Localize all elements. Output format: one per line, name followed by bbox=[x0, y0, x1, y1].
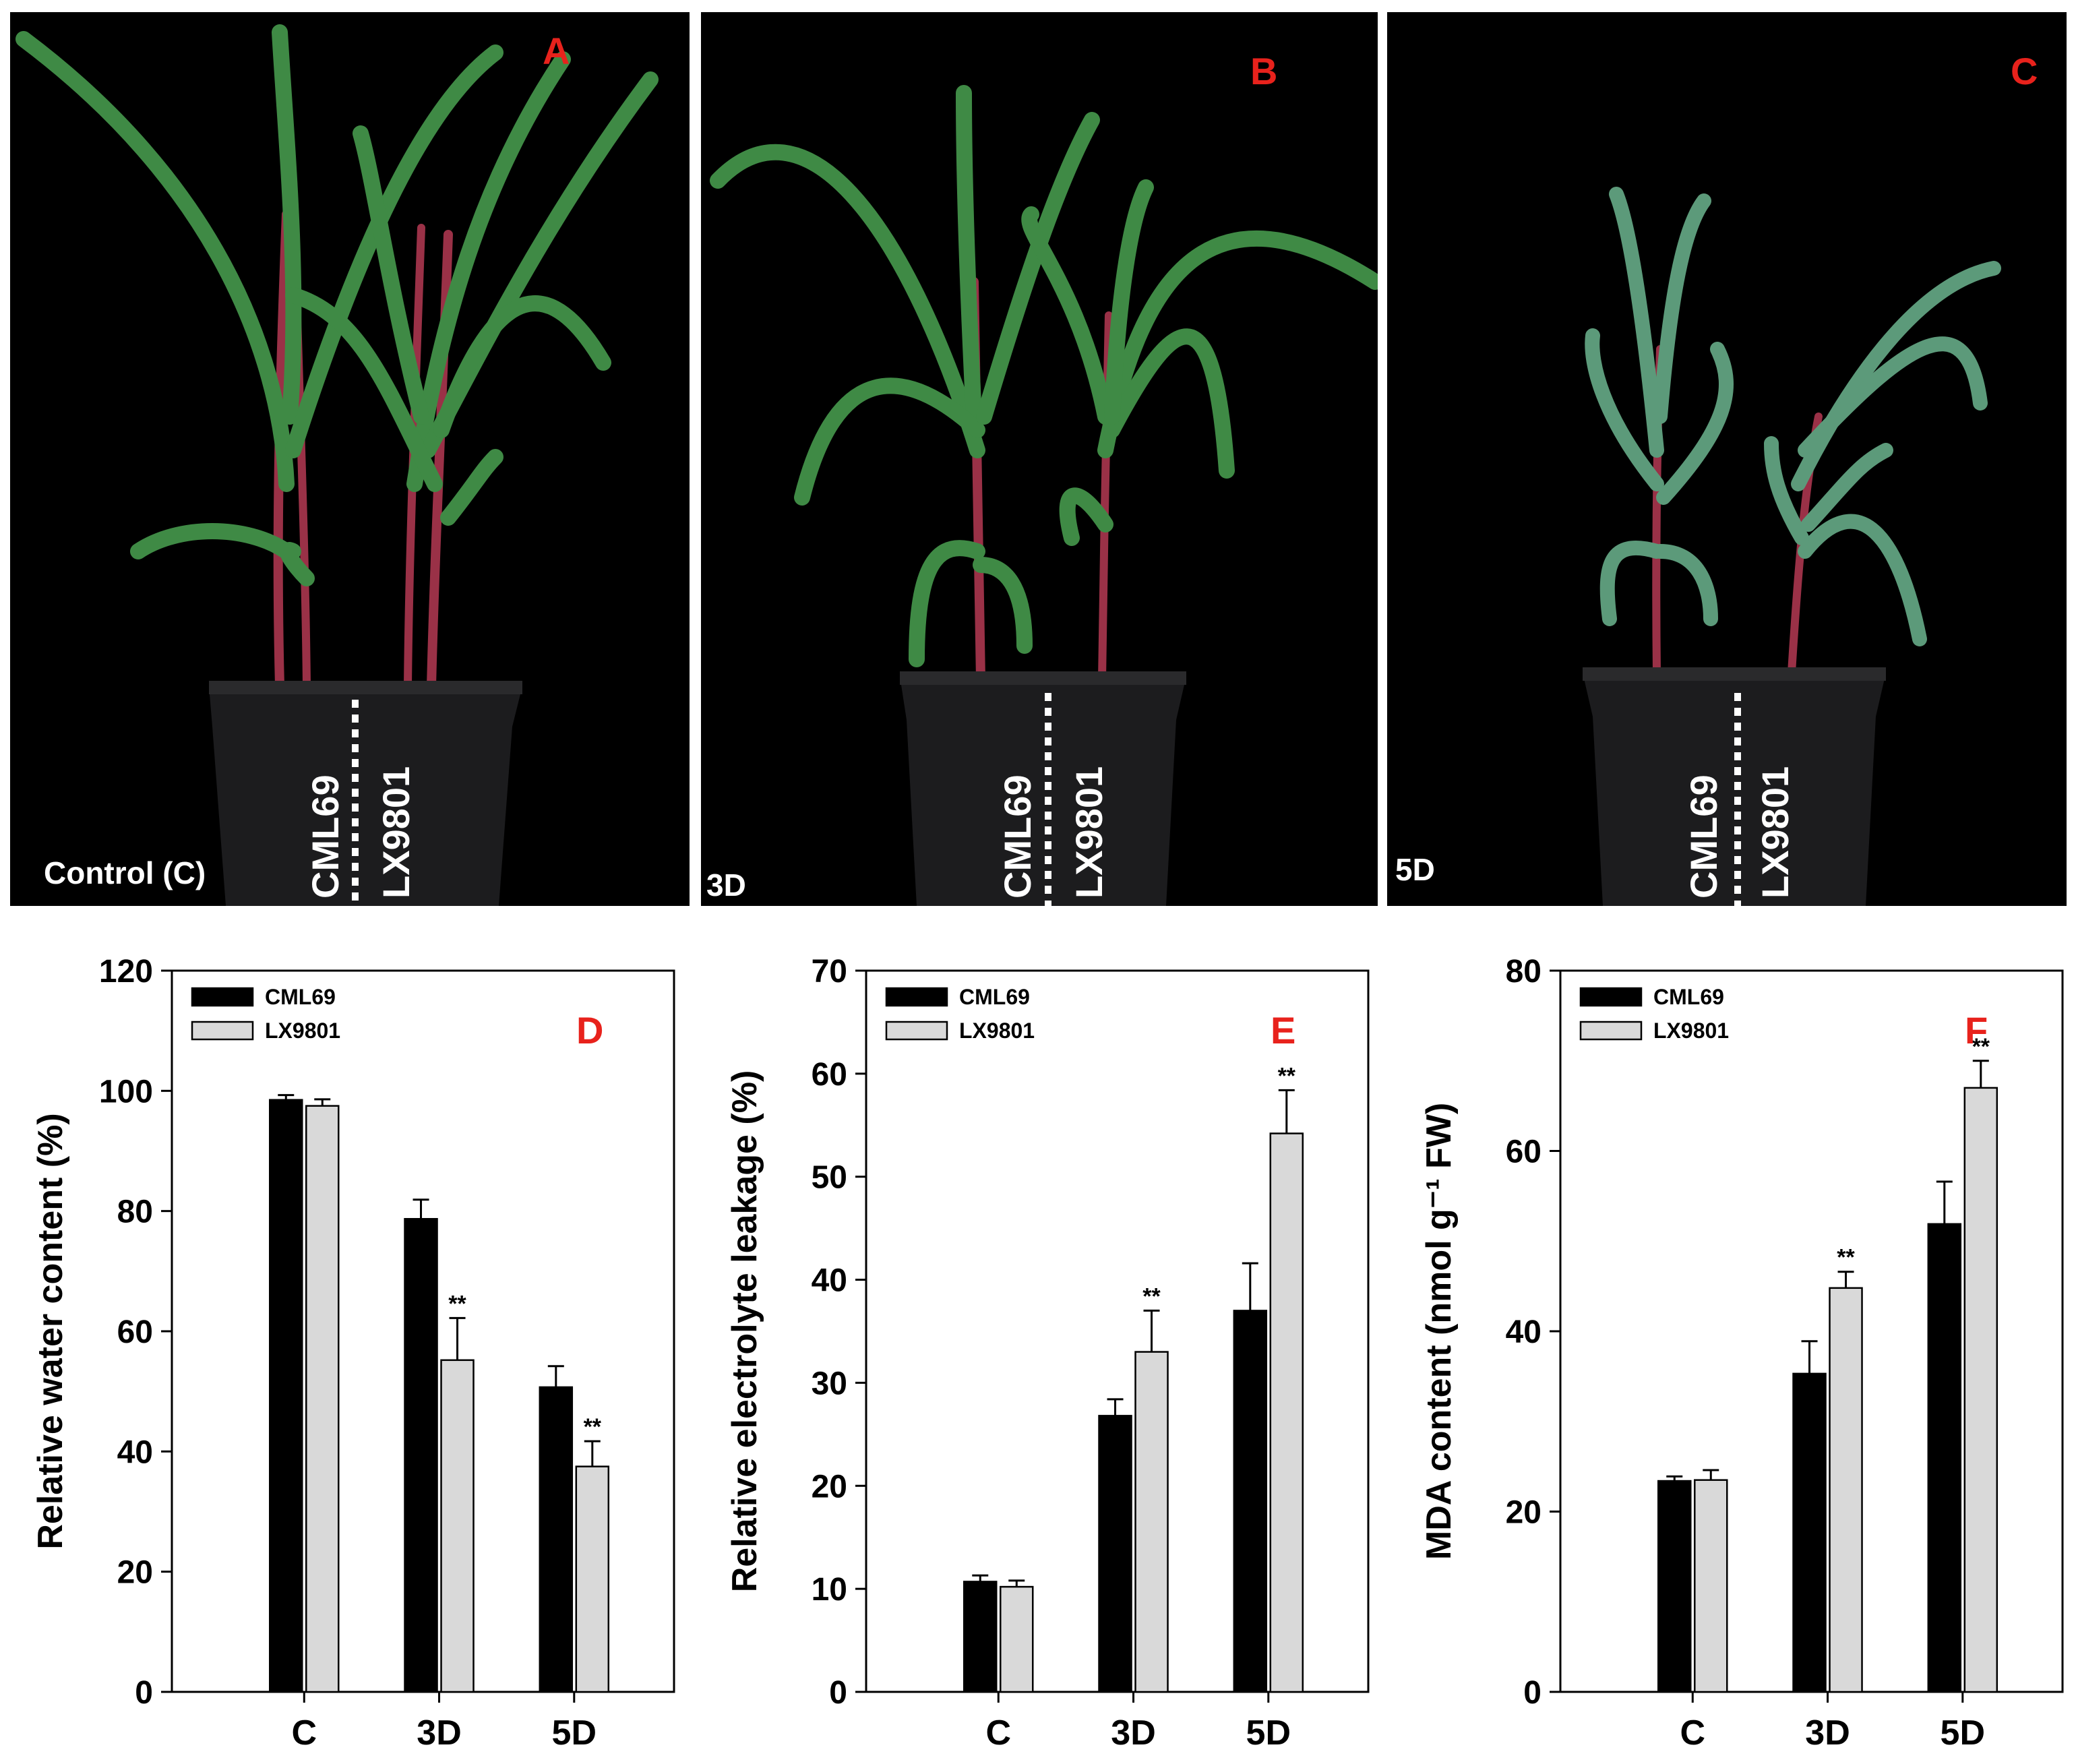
x-tick-label: 5D bbox=[552, 1713, 597, 1753]
bar-cml69 bbox=[1098, 1415, 1132, 1693]
y-tick-label: 120 bbox=[99, 954, 153, 990]
y-tick-label: 0 bbox=[135, 1675, 153, 1711]
bar-cml69 bbox=[269, 1099, 303, 1693]
y-tick-label: 0 bbox=[829, 1675, 847, 1711]
significance-mark: ** bbox=[1278, 1063, 1296, 1089]
y-tick-label: 100 bbox=[99, 1074, 153, 1109]
y-tick-label: 0 bbox=[1523, 1675, 1541, 1711]
y-tick-label: 60 bbox=[117, 1314, 153, 1350]
y-tick-label: 40 bbox=[117, 1434, 153, 1470]
legend-swatch bbox=[1579, 1021, 1643, 1041]
significance-mark: ** bbox=[584, 1414, 602, 1440]
panel-letter: E bbox=[1271, 1009, 1295, 1052]
plant-photo-illustration bbox=[16, 24, 659, 906]
legend-swatch bbox=[885, 1021, 948, 1041]
chart-panel-d: 0 20 40 60 80 100 120 Relative water content (%… bbox=[0, 937, 688, 1761]
significance-mark: ** bbox=[1972, 1034, 1990, 1060]
condition-label: Control (C) bbox=[44, 855, 206, 890]
x-tick-label: C bbox=[291, 1713, 317, 1753]
y-tick-label: 50 bbox=[812, 1160, 847, 1196]
bar-cml69 bbox=[1792, 1372, 1827, 1693]
chart-panel-f: 0 20 40 60 80 MDA content (nmol g⁻¹ FW) C 3D ** 5… bbox=[1388, 937, 2076, 1761]
bar-lx9801 bbox=[1963, 1087, 1998, 1693]
bar-chart-electrolyte-leakage: 0 10 20 30 40 50 60 70 Relative electrolyte leak… bbox=[725, 954, 1370, 1753]
bar-cml69 bbox=[404, 1218, 438, 1693]
panel-letter: A bbox=[543, 30, 570, 72]
panel-letter: F bbox=[1965, 1009, 1988, 1052]
legend-swatch bbox=[191, 1021, 254, 1041]
significance-mark: ** bbox=[448, 1291, 466, 1316]
bar-lx9801 bbox=[1269, 1132, 1304, 1693]
y-tick-label: 20 bbox=[117, 1555, 153, 1591]
significance-mark: ** bbox=[1142, 1283, 1161, 1309]
x-tick-label: 5D bbox=[1246, 1713, 1291, 1753]
genotype-label-left: CML69 bbox=[996, 774, 1039, 899]
bar-lx9801 bbox=[440, 1359, 475, 1693]
bar-cml69 bbox=[963, 1581, 998, 1693]
x-tick-label: 3D bbox=[1805, 1713, 1850, 1753]
genotype-label-right: LX9801 bbox=[1754, 766, 1796, 899]
y-tick-label: 20 bbox=[1506, 1495, 1541, 1531]
photo-panel-b: B 3D CML69 LX9801 bbox=[701, 12, 1378, 906]
legend-label: LX9801 bbox=[1653, 1018, 1729, 1043]
y-tick-label: 80 bbox=[117, 1194, 153, 1230]
legend-swatch bbox=[1579, 987, 1643, 1007]
y-tick-label: 30 bbox=[812, 1366, 847, 1401]
bar-chart-relative-water-content: 0 20 40 60 80 100 120 Relative water content (%… bbox=[31, 954, 675, 1753]
legend-label: CML69 bbox=[1653, 985, 1724, 1009]
x-tick-label: C bbox=[1680, 1713, 1705, 1753]
bar-cml69 bbox=[1233, 1310, 1268, 1693]
panel-letter: D bbox=[576, 1009, 603, 1052]
significance-mark: ** bbox=[1837, 1245, 1855, 1271]
panel-letter: C bbox=[2011, 50, 2038, 92]
legend-swatch bbox=[885, 987, 948, 1007]
bar-lx9801 bbox=[575, 1465, 610, 1693]
y-tick-label: 10 bbox=[812, 1572, 847, 1608]
plant-photo-illustration bbox=[710, 85, 1378, 906]
x-tick-label: 5D bbox=[1941, 1713, 1985, 1753]
legend-label: LX9801 bbox=[959, 1018, 1035, 1043]
legend-label: LX9801 bbox=[265, 1018, 340, 1043]
bar-lx9801 bbox=[1694, 1479, 1728, 1693]
genotype-label-right: LX9801 bbox=[375, 766, 417, 899]
photo-panel-c: C 5D CML69 LX9801 bbox=[1387, 12, 2067, 906]
y-tick-label: 20 bbox=[812, 1469, 847, 1504]
y-tick-label: 60 bbox=[1506, 1134, 1541, 1170]
chart-panel-e: 0 10 20 30 40 50 60 70 Relative electrolyte leak… bbox=[694, 937, 1382, 1761]
bar-lx9801 bbox=[1134, 1351, 1169, 1693]
y-tick-label: 40 bbox=[812, 1263, 847, 1299]
panel-letter: B bbox=[1250, 50, 1278, 92]
bar-chart-mda-content: 0 20 40 60 80 MDA content (nmol g⁻¹ FW) C 3D ** 5… bbox=[1419, 954, 2064, 1753]
legend-label: CML69 bbox=[265, 985, 336, 1009]
legend-label: CML69 bbox=[959, 985, 1030, 1009]
y-tick-label: 60 bbox=[812, 1057, 847, 1093]
y-axis-label: MDA content (nmol g⁻¹ FW) bbox=[1419, 1103, 1459, 1560]
x-tick-label: C bbox=[985, 1713, 1011, 1753]
y-tick-label: 70 bbox=[812, 954, 847, 990]
genotype-label-left: CML69 bbox=[304, 774, 346, 899]
bar-cml69 bbox=[1657, 1480, 1692, 1693]
y-tick-label: 40 bbox=[1506, 1314, 1541, 1350]
genotype-label-left: CML69 bbox=[1682, 774, 1725, 899]
condition-label: 3D bbox=[706, 868, 746, 903]
condition-label: 5D bbox=[1395, 852, 1435, 887]
y-tick-label: 80 bbox=[1506, 954, 1541, 990]
x-tick-label: 3D bbox=[417, 1713, 461, 1753]
x-tick-label: 3D bbox=[1111, 1713, 1155, 1753]
photo-panel-a: A Control (C) CML69 LX9801 bbox=[10, 12, 690, 906]
legend-swatch bbox=[191, 987, 254, 1007]
genotype-label-right: LX9801 bbox=[1068, 766, 1110, 899]
bar-cml69 bbox=[1927, 1223, 1962, 1693]
plant-photo-illustration bbox=[1583, 187, 2001, 906]
y-axis-label: Relative water content (%) bbox=[31, 1113, 70, 1549]
bar-lx9801 bbox=[1000, 1585, 1034, 1693]
y-axis-label: Relative electrolyte leakage (%) bbox=[725, 1070, 764, 1593]
bar-lx9801 bbox=[1829, 1287, 1863, 1693]
bar-lx9801 bbox=[305, 1105, 340, 1693]
bar-cml69 bbox=[539, 1386, 574, 1693]
